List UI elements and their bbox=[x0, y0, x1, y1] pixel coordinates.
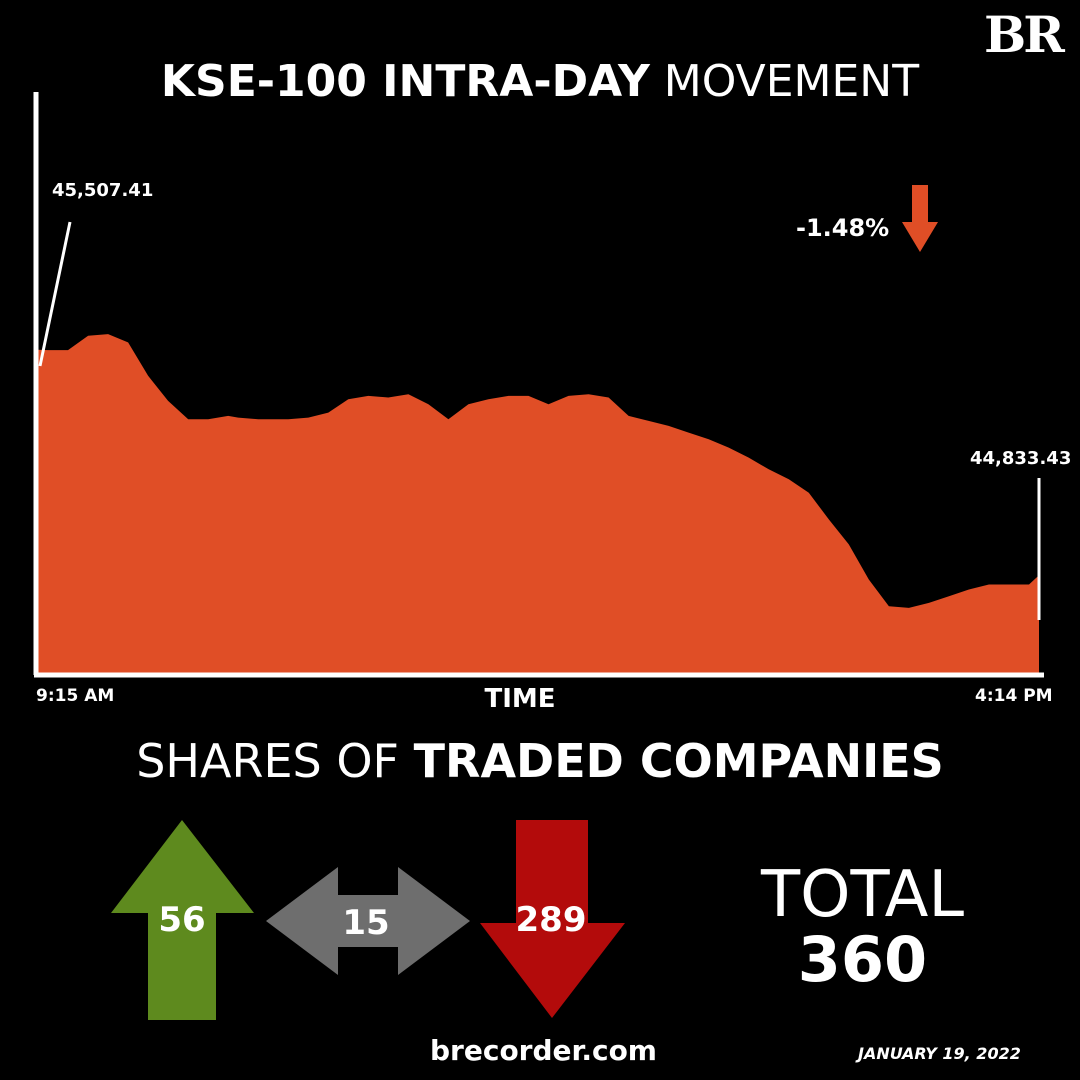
shares-title: SHARES OF TRADED COMPANIES bbox=[0, 734, 1080, 789]
up-arrow-icon bbox=[111, 820, 254, 1020]
x-axis-title: TIME bbox=[484, 684, 556, 714]
x-start-label: 9:15 AM bbox=[36, 686, 115, 706]
up-count: 56 bbox=[158, 900, 205, 940]
total-value: 360 bbox=[797, 923, 928, 996]
left-right-arrow-icon bbox=[266, 867, 470, 975]
x-end-label: 4:14 PM bbox=[975, 686, 1053, 706]
chart-title: KSE-100 INTRA-DAY MOVEMENT bbox=[0, 56, 1080, 109]
down-arrow-icon bbox=[902, 185, 938, 252]
down-count: 289 bbox=[516, 900, 587, 940]
open-leader-line bbox=[38, 221, 72, 367]
down-arrow-icon bbox=[480, 820, 625, 1018]
total-label: TOTAL bbox=[760, 858, 965, 932]
unchanged-count: 15 bbox=[342, 903, 389, 943]
shares-title-light: SHARES OF bbox=[136, 734, 414, 788]
intraday-area bbox=[38, 334, 1039, 673]
br-logo: BR bbox=[984, 5, 1065, 64]
website-link[interactable]: brecorder.com bbox=[430, 1034, 657, 1067]
shares-title-bold: TRADED COMPANIES bbox=[413, 734, 944, 788]
open-value-label: 45,507.41 bbox=[52, 180, 154, 201]
change-percent: -1.48% bbox=[796, 214, 890, 242]
close-value-label: 44,833.43 bbox=[970, 448, 1072, 469]
chart-title-light: MOVEMENT bbox=[649, 56, 920, 107]
chart-title-bold: KSE-100 INTRA-DAY bbox=[160, 56, 650, 107]
date-label: JANUARY 19, 2022 bbox=[858, 1044, 1021, 1063]
